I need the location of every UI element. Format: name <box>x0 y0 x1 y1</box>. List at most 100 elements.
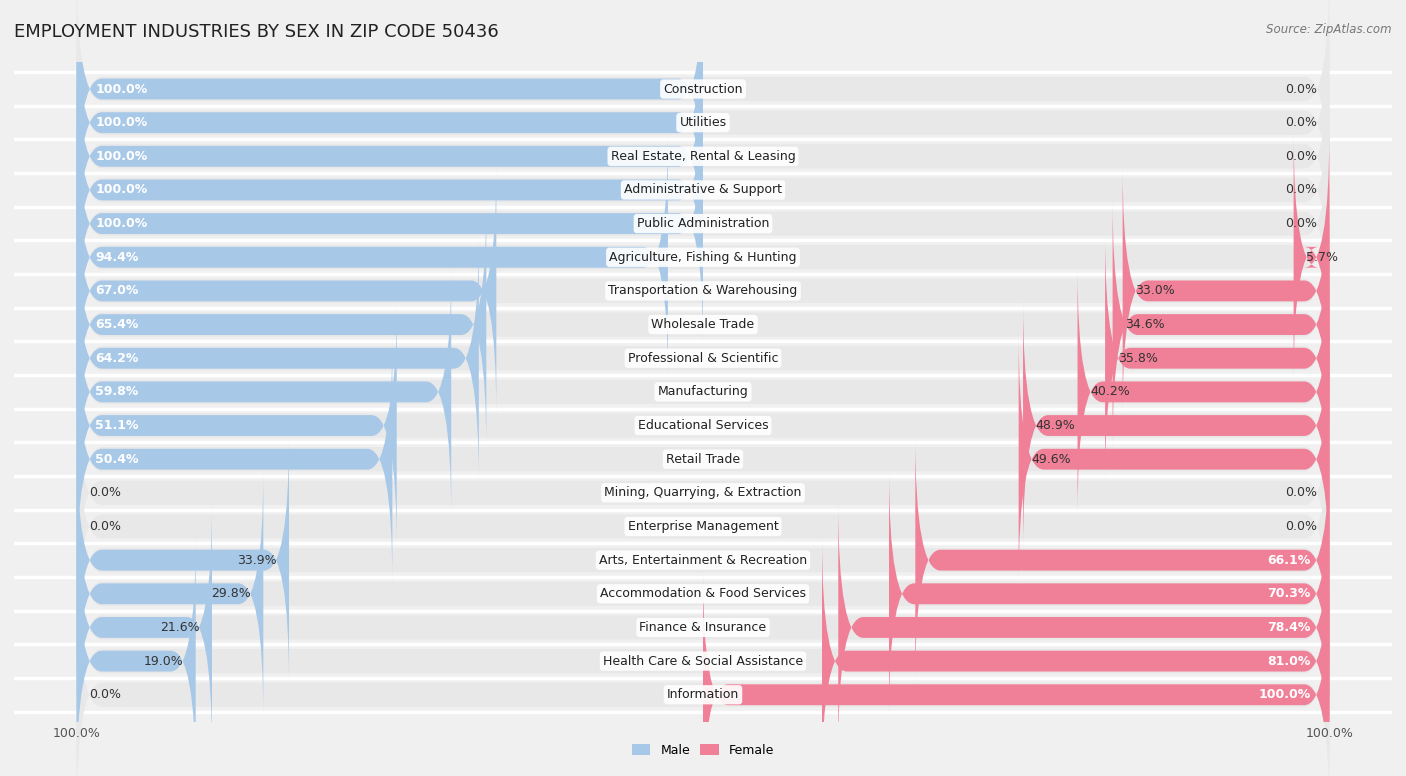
Text: Administrative & Support: Administrative & Support <box>624 183 782 196</box>
Text: 35.8%: 35.8% <box>1118 352 1157 365</box>
Text: Enterprise Management: Enterprise Management <box>627 520 779 533</box>
Text: 78.4%: 78.4% <box>1267 621 1310 634</box>
FancyBboxPatch shape <box>77 505 1329 750</box>
FancyBboxPatch shape <box>1105 234 1329 483</box>
Text: 0.0%: 0.0% <box>1285 116 1317 129</box>
FancyBboxPatch shape <box>77 168 1329 414</box>
Text: 94.4%: 94.4% <box>96 251 139 264</box>
FancyBboxPatch shape <box>77 537 195 776</box>
FancyBboxPatch shape <box>77 0 703 213</box>
FancyBboxPatch shape <box>1024 301 1329 549</box>
Text: 21.6%: 21.6% <box>160 621 200 634</box>
FancyBboxPatch shape <box>77 268 451 516</box>
Text: Manufacturing: Manufacturing <box>658 386 748 398</box>
Text: Real Estate, Rental & Leasing: Real Estate, Rental & Leasing <box>610 150 796 163</box>
Text: Wholesale Trade: Wholesale Trade <box>651 318 755 331</box>
Text: Health Care & Social Assistance: Health Care & Social Assistance <box>603 655 803 667</box>
FancyBboxPatch shape <box>77 337 1329 582</box>
Text: 19.0%: 19.0% <box>143 655 183 667</box>
Text: 0.0%: 0.0% <box>89 520 121 533</box>
FancyBboxPatch shape <box>77 99 703 348</box>
FancyBboxPatch shape <box>1294 133 1329 382</box>
FancyBboxPatch shape <box>77 303 1329 548</box>
Text: 67.0%: 67.0% <box>96 285 139 297</box>
FancyBboxPatch shape <box>77 234 479 483</box>
FancyBboxPatch shape <box>1077 268 1329 516</box>
Text: 0.0%: 0.0% <box>1285 520 1317 533</box>
FancyBboxPatch shape <box>889 469 1329 718</box>
FancyBboxPatch shape <box>77 269 1329 514</box>
FancyBboxPatch shape <box>1112 200 1329 449</box>
Text: 0.0%: 0.0% <box>89 487 121 499</box>
Text: 0.0%: 0.0% <box>89 688 121 702</box>
FancyBboxPatch shape <box>77 469 263 718</box>
FancyBboxPatch shape <box>77 370 1329 615</box>
Text: 66.1%: 66.1% <box>1267 553 1310 566</box>
Text: 48.9%: 48.9% <box>1036 419 1076 432</box>
Text: 0.0%: 0.0% <box>1285 217 1317 230</box>
Text: 5.7%: 5.7% <box>1306 251 1339 264</box>
FancyBboxPatch shape <box>77 200 486 449</box>
Text: 100.0%: 100.0% <box>1258 688 1310 702</box>
Text: 40.2%: 40.2% <box>1090 386 1130 398</box>
Text: 34.6%: 34.6% <box>1125 318 1164 331</box>
Text: Public Administration: Public Administration <box>637 217 769 230</box>
Text: 0.0%: 0.0% <box>1285 487 1317 499</box>
Text: 50.4%: 50.4% <box>96 452 139 466</box>
FancyBboxPatch shape <box>77 133 668 382</box>
Text: 49.6%: 49.6% <box>1031 452 1071 466</box>
Text: 100.0%: 100.0% <box>96 116 148 129</box>
FancyBboxPatch shape <box>77 32 703 280</box>
FancyBboxPatch shape <box>77 202 1329 447</box>
Text: 100.0%: 100.0% <box>96 217 148 230</box>
Text: EMPLOYMENT INDUSTRIES BY SEX IN ZIP CODE 50436: EMPLOYMENT INDUSTRIES BY SEX IN ZIP CODE… <box>14 23 499 41</box>
FancyBboxPatch shape <box>77 301 396 549</box>
Text: 70.3%: 70.3% <box>1267 587 1310 601</box>
Text: Mining, Quarrying, & Extraction: Mining, Quarrying, & Extraction <box>605 487 801 499</box>
FancyBboxPatch shape <box>77 167 496 415</box>
Text: 100.0%: 100.0% <box>96 82 148 95</box>
Text: 100.0%: 100.0% <box>96 183 148 196</box>
FancyBboxPatch shape <box>77 335 392 584</box>
FancyBboxPatch shape <box>703 570 1329 776</box>
Text: 100.0%: 100.0% <box>96 150 148 163</box>
FancyBboxPatch shape <box>77 68 1329 313</box>
FancyBboxPatch shape <box>77 34 1329 279</box>
FancyBboxPatch shape <box>838 504 1329 752</box>
FancyBboxPatch shape <box>77 572 1329 776</box>
FancyBboxPatch shape <box>77 0 703 247</box>
FancyBboxPatch shape <box>915 436 1329 684</box>
Text: Construction: Construction <box>664 82 742 95</box>
Text: Utilities: Utilities <box>679 116 727 129</box>
FancyBboxPatch shape <box>77 0 1329 212</box>
FancyBboxPatch shape <box>77 404 1329 649</box>
Text: 33.0%: 33.0% <box>1135 285 1175 297</box>
FancyBboxPatch shape <box>77 438 1329 683</box>
Text: Source: ZipAtlas.com: Source: ZipAtlas.com <box>1267 23 1392 36</box>
FancyBboxPatch shape <box>1122 167 1329 415</box>
Text: 0.0%: 0.0% <box>1285 82 1317 95</box>
Text: Information: Information <box>666 688 740 702</box>
FancyBboxPatch shape <box>77 0 1329 245</box>
Text: Arts, Entertainment & Recreation: Arts, Entertainment & Recreation <box>599 553 807 566</box>
Text: Educational Services: Educational Services <box>638 419 768 432</box>
Text: 51.1%: 51.1% <box>96 419 139 432</box>
Text: Professional & Scientific: Professional & Scientific <box>627 352 779 365</box>
FancyBboxPatch shape <box>77 135 1329 379</box>
Text: 0.0%: 0.0% <box>1285 150 1317 163</box>
Legend: Male, Female: Male, Female <box>627 739 779 761</box>
Text: 29.8%: 29.8% <box>211 587 250 601</box>
Text: 81.0%: 81.0% <box>1267 655 1310 667</box>
Text: Retail Trade: Retail Trade <box>666 452 740 466</box>
FancyBboxPatch shape <box>823 537 1329 776</box>
Text: 59.8%: 59.8% <box>96 386 139 398</box>
FancyBboxPatch shape <box>77 436 290 684</box>
Text: Finance & Insurance: Finance & Insurance <box>640 621 766 634</box>
FancyBboxPatch shape <box>77 66 703 314</box>
Text: 64.2%: 64.2% <box>96 352 139 365</box>
FancyBboxPatch shape <box>77 101 1329 346</box>
FancyBboxPatch shape <box>77 471 1329 716</box>
Text: 0.0%: 0.0% <box>1285 183 1317 196</box>
Text: 65.4%: 65.4% <box>96 318 139 331</box>
FancyBboxPatch shape <box>77 504 212 752</box>
